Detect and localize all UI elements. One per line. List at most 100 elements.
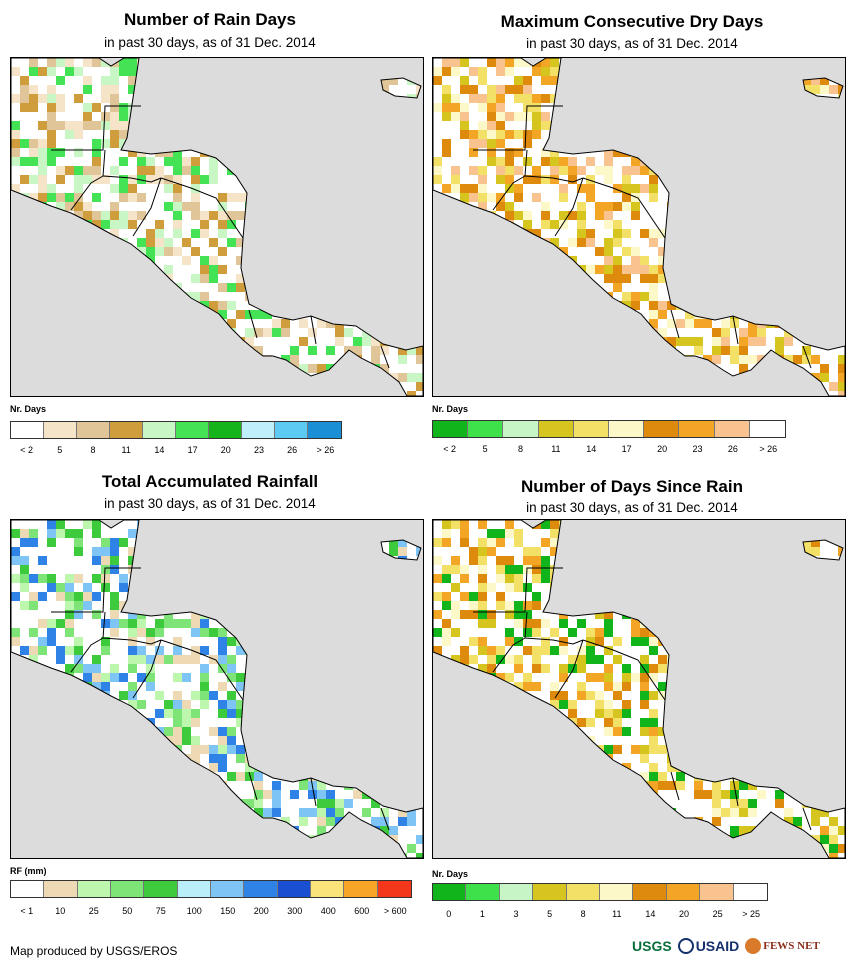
grid-cell	[604, 745, 613, 754]
grid-cell	[398, 355, 407, 364]
grid-cell	[380, 85, 389, 94]
legend-tick-label: 20	[220, 445, 231, 455]
grid-cell	[101, 211, 110, 220]
grid-cell	[496, 130, 505, 139]
grid-cell	[613, 655, 622, 664]
grid-cell	[505, 175, 514, 184]
grid-cell	[191, 718, 200, 727]
coastline	[380, 539, 422, 561]
grid-cell	[299, 319, 308, 328]
legend-tick-label: 8	[90, 445, 96, 455]
grid-cell	[649, 175, 658, 184]
legend-tick-label: 5	[547, 909, 553, 919]
grid-cell	[74, 601, 83, 610]
grid-cell	[209, 763, 218, 772]
grid-cell	[730, 790, 739, 799]
grid-cell	[748, 808, 757, 817]
grid-cell	[631, 628, 640, 637]
grid-cell	[505, 520, 514, 529]
grid-cell	[209, 274, 218, 283]
country-border	[732, 777, 739, 807]
grid-cell	[487, 148, 496, 157]
legend-total-rainfall	[10, 880, 412, 898]
grid-cell	[469, 610, 478, 619]
grid-cell	[649, 310, 658, 319]
grid-cell	[460, 520, 469, 529]
grid-cell	[200, 682, 209, 691]
grid-cell	[667, 319, 676, 328]
grid-cell	[658, 664, 667, 673]
grid-cell	[236, 211, 245, 220]
grid-cell	[65, 67, 74, 76]
grid-cell	[182, 709, 191, 718]
grid-cell	[487, 610, 496, 619]
grid-cell	[721, 319, 730, 328]
grid-cell	[478, 94, 487, 103]
grid-cell	[137, 166, 146, 175]
grid-cell	[730, 826, 739, 835]
country-border	[160, 639, 244, 701]
grid-cell	[236, 310, 245, 319]
grid-cell	[640, 727, 649, 736]
grid-cell	[128, 85, 137, 94]
grid-cell	[541, 646, 550, 655]
grid-cell	[613, 229, 622, 238]
grid-cell	[604, 166, 613, 175]
grid-cell	[56, 583, 65, 592]
grid-cell	[146, 673, 155, 682]
grid-cell	[559, 247, 568, 256]
country-border	[102, 175, 162, 183]
grid-cell	[487, 85, 496, 94]
grid-cell	[92, 211, 101, 220]
grid-cell	[739, 355, 748, 364]
grid-cell	[694, 337, 703, 346]
grid-cell	[56, 529, 65, 538]
grid-cell	[65, 619, 74, 628]
grid-cell	[218, 700, 227, 709]
grid-cell	[658, 265, 667, 274]
grid-cell	[245, 799, 254, 808]
grid-cell	[523, 565, 532, 574]
grid-cell	[649, 673, 658, 682]
grid-cell	[604, 673, 613, 682]
grid-cell	[451, 628, 460, 637]
grid-cell	[362, 808, 371, 817]
grid-cell	[191, 628, 200, 637]
grid-cell	[218, 736, 227, 745]
grid-cell	[667, 337, 676, 346]
grid-cell	[550, 691, 559, 700]
grid-cell	[74, 664, 83, 673]
grid-cell	[56, 619, 65, 628]
grid-cell	[631, 211, 640, 220]
grid-cell	[532, 229, 541, 238]
grid-cell	[532, 565, 541, 574]
grid-cell	[38, 67, 47, 76]
grid-cell	[631, 202, 640, 211]
grid-cell	[155, 238, 164, 247]
grid-cell	[29, 655, 38, 664]
grid-cell	[263, 328, 272, 337]
grid-cell	[29, 646, 38, 655]
grid-cell	[74, 175, 83, 184]
grid-cell	[74, 130, 83, 139]
grid-cell	[613, 682, 622, 691]
grid-cell	[505, 211, 514, 220]
grid-cell	[496, 601, 505, 610]
grid-cell	[550, 76, 559, 85]
grid-cell	[586, 691, 595, 700]
grid-cell	[730, 799, 739, 808]
grid-cell	[191, 157, 200, 166]
grid-cell	[164, 655, 173, 664]
grid-cell	[164, 727, 173, 736]
legend-swatch	[11, 881, 45, 897]
grid-cell	[47, 130, 56, 139]
grid-cell	[272, 808, 281, 817]
grid-cell	[433, 76, 442, 85]
grid-cell	[110, 103, 119, 112]
grid-cell	[730, 346, 739, 355]
grid-cell	[649, 265, 658, 274]
grid-cell	[29, 58, 38, 67]
grid-cell	[604, 211, 613, 220]
grid-cell	[92, 592, 101, 601]
grid-cell	[191, 193, 200, 202]
